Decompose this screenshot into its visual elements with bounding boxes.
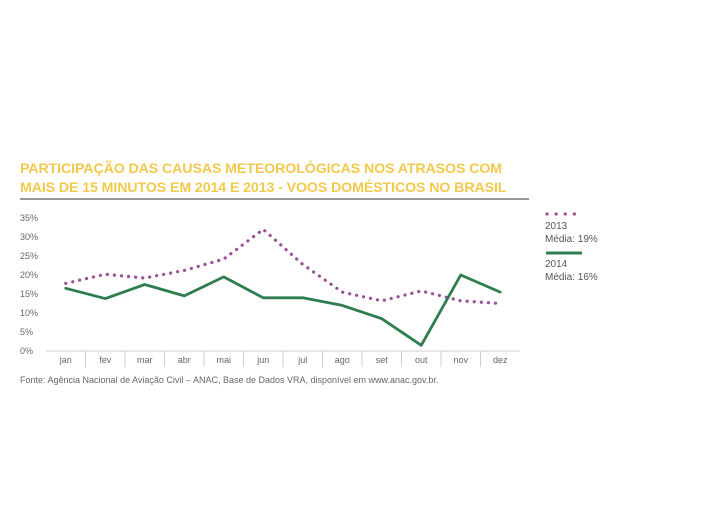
x-tick-label: mar — [137, 355, 153, 365]
legend-2014-name: 2014 — [545, 259, 568, 270]
legend-swatches — [545, 212, 585, 255]
chart-title-line2: MAIS DE 15 MINUTOS EM 2014 E 2013 - VOOS… — [20, 180, 507, 196]
x-tick-label: jan — [59, 355, 72, 365]
y-tick-label: 10% — [20, 308, 38, 318]
y-tick-label: 5% — [20, 327, 33, 337]
series-2013-line — [64, 227, 502, 306]
x-tick-label: ago — [335, 355, 350, 365]
legend-2013-name: 2013 — [545, 221, 568, 232]
x-tick-label: mai — [216, 355, 231, 365]
legend-2013-average: Média: 19% — [545, 234, 598, 245]
y-tick-label: 35% — [20, 213, 38, 223]
x-tick-label: jul — [297, 355, 307, 365]
x-tick-label: abr — [178, 355, 191, 365]
y-tick-label: 25% — [20, 251, 38, 261]
x-tick-label: nov — [453, 355, 468, 365]
y-tick-label: 0% — [20, 346, 33, 356]
y-axis: 0% 5% 10% 15% 20% 25% 30% 35% — [20, 213, 38, 356]
x-tick-label: dez — [493, 355, 508, 365]
series-layer — [64, 227, 502, 347]
source-note: Fonte: Agência Nacional de Aviação Civil… — [20, 375, 439, 385]
y-tick-label: 30% — [20, 232, 38, 242]
y-tick-label: 20% — [20, 270, 38, 280]
x-tick-label: set — [376, 355, 389, 365]
chart-title: PARTICIPAÇÃO DAS CAUSAS METEOROLÓGICAS N… — [20, 160, 540, 198]
x-tick-label: out — [415, 355, 428, 365]
x-tick-label: jun — [256, 355, 269, 365]
series-2014-line — [64, 273, 502, 347]
chart-title-line1: PARTICIPAÇÃO DAS CAUSAS METEOROLÓGICAS N… — [20, 161, 502, 177]
x-tick-label: fev — [99, 355, 112, 365]
legend-2014-average: Média: 16% — [545, 272, 598, 283]
title-underline — [20, 198, 529, 200]
x-axis: jan fev mar abr mai jun jul ago set out nov dez — [46, 350, 520, 367]
y-tick-label: 15% — [20, 289, 38, 299]
